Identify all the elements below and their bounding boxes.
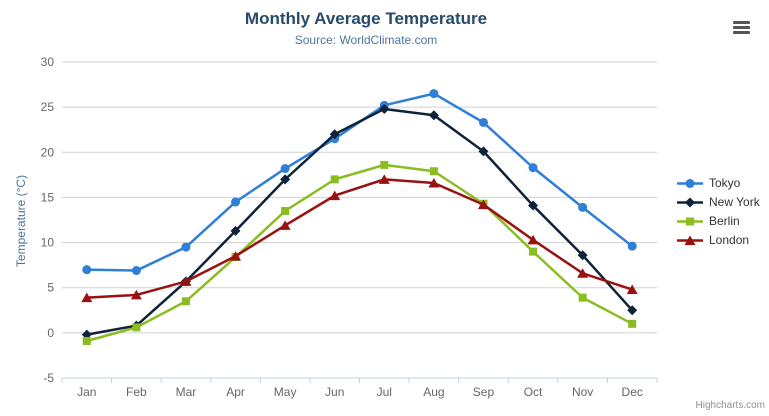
legend-item-label: London <box>709 233 750 247</box>
data-point-new-york[interactable] <box>329 129 340 140</box>
hamburger-icon <box>733 21 750 24</box>
hamburger-icon <box>733 31 750 34</box>
series-line-new-york[interactable] <box>85 107 634 336</box>
series-line-london[interactable] <box>85 178 634 299</box>
legend-symbol-marker[interactable] <box>684 235 696 245</box>
data-point-tokyo[interactable] <box>280 164 290 174</box>
data-point-berlin[interactable] <box>281 206 290 215</box>
data-point-london[interactable] <box>527 234 539 245</box>
data-point-berlin[interactable] <box>578 293 587 302</box>
data-point-new-york[interactable] <box>577 250 588 261</box>
series-line-berlin[interactable] <box>85 163 634 343</box>
data-point-new-york[interactable] <box>528 200 539 211</box>
data-point-london[interactable] <box>230 251 242 261</box>
y-axis-tick-label: 5 <box>47 281 54 295</box>
data-point-new-york[interactable] <box>379 103 390 114</box>
legend-symbol-marker[interactable] <box>685 197 695 207</box>
data-point-london[interactable] <box>626 284 638 295</box>
data-point-new-york[interactable] <box>428 110 439 121</box>
data-point-london[interactable] <box>279 220 291 230</box>
data-point-tokyo[interactable] <box>478 117 488 127</box>
x-axis-label: Oct <box>524 385 543 399</box>
x-axis-label: Apr <box>226 385 245 399</box>
data-point-tokyo[interactable] <box>429 89 439 99</box>
data-point-berlin[interactable] <box>132 323 141 332</box>
data-point-london[interactable] <box>180 276 192 286</box>
highcharts-credit[interactable]: Highcharts.com <box>695 400 765 411</box>
y-axis-tick-label: 20 <box>41 145 55 159</box>
x-axis-label: Dec <box>622 385 643 399</box>
x-axis-label: Jan <box>77 385 96 399</box>
legend-item-berlin[interactable]: Berlin <box>676 214 760 228</box>
y-axis-tick-label: -5 <box>43 371 54 385</box>
x-axis-label: Feb <box>126 385 147 399</box>
legend-item-label: New York <box>709 195 760 209</box>
data-point-new-york[interactable] <box>627 305 638 316</box>
data-point-tokyo[interactable] <box>82 265 92 275</box>
y-axis-tick-label: 15 <box>41 190 55 204</box>
legend-marker-icon <box>677 217 703 225</box>
data-point-london[interactable] <box>428 177 440 188</box>
data-point-berlin[interactable] <box>380 160 389 169</box>
legend-item-london[interactable]: London <box>676 233 760 247</box>
data-point-new-york[interactable] <box>478 146 489 157</box>
data-point-berlin[interactable] <box>529 247 538 256</box>
data-point-berlin[interactable] <box>429 167 438 176</box>
y-axis-title: Temperature (°C) <box>14 175 28 267</box>
legend-symbol-marker[interactable] <box>685 178 695 188</box>
data-point-new-york[interactable] <box>230 225 241 236</box>
data-point-tokyo[interactable] <box>131 266 141 276</box>
legend: Tokyo New York Berlin London <box>676 176 760 247</box>
data-point-tokyo[interactable] <box>528 163 538 173</box>
data-point-london[interactable] <box>329 190 341 201</box>
data-point-london[interactable] <box>378 174 390 184</box>
y-axis-tick-label: 30 <box>41 55 55 69</box>
legend-item-label: Tokyo <box>709 176 741 190</box>
hamburger-icon <box>733 26 750 29</box>
export-menu-button[interactable] <box>733 21 750 34</box>
x-axis-label: Aug <box>423 385 444 399</box>
data-point-berlin[interactable] <box>330 175 339 184</box>
legend-item-label: Berlin <box>709 214 740 228</box>
legend-item-new-york[interactable]: New York <box>676 195 760 209</box>
y-axis-tick-label: 0 <box>47 326 54 340</box>
chart-subtitle: Source: WorldClimate.com <box>294 33 438 47</box>
data-point-berlin[interactable] <box>628 319 637 328</box>
data-point-berlin[interactable] <box>181 297 190 306</box>
y-axis-tick-label: 10 <box>41 236 55 250</box>
legend-marker-icon <box>677 178 703 188</box>
x-axis-label: Sep <box>473 385 495 399</box>
x-axis-label: May <box>274 385 297 399</box>
legend-symbol-marker[interactable] <box>686 217 694 225</box>
data-point-new-york[interactable] <box>280 174 291 185</box>
chart-generated-layer: -5 0 5 10 15 20 25 30 Jan Feb Mar Apr May Jun Jul Aug Se… <box>41 55 658 399</box>
data-point-london[interactable] <box>81 292 93 303</box>
x-axis-label: Jun <box>325 385 344 399</box>
series-line-tokyo[interactable] <box>85 92 634 272</box>
x-axis-label: Jul <box>377 385 392 399</box>
x-axis-label: Nov <box>572 385 593 399</box>
data-point-tokyo[interactable] <box>627 241 637 251</box>
chart-title: Monthly Average Temperature <box>244 9 488 28</box>
data-point-tokyo[interactable] <box>181 242 191 252</box>
data-point-london[interactable] <box>577 268 589 278</box>
data-point-tokyo[interactable] <box>231 197 241 207</box>
data-point-london[interactable] <box>130 289 142 300</box>
data-point-london[interactable] <box>477 199 489 210</box>
data-point-berlin[interactable] <box>82 336 91 345</box>
legend-marker-icon <box>677 235 703 245</box>
legend-item-tokyo[interactable]: Tokyo <box>676 176 760 190</box>
y-axis-tick-label: 25 <box>41 100 55 114</box>
x-axis-label: Mar <box>176 385 197 399</box>
data-point-tokyo[interactable] <box>578 202 588 212</box>
legend-marker-icon <box>677 197 703 207</box>
